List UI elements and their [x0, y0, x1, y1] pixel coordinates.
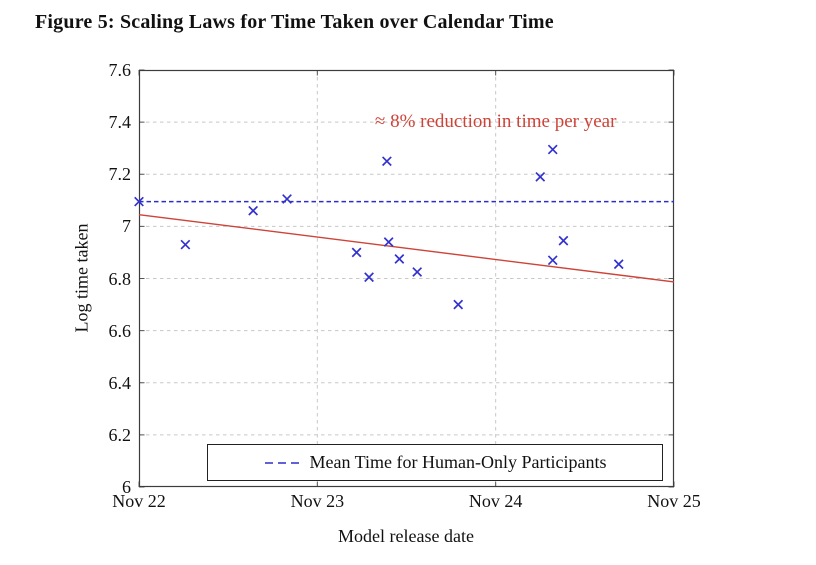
data-point-marker — [547, 255, 558, 266]
figure-title: Figure 5: Scaling Laws for Time Taken ov… — [35, 11, 554, 33]
data-point-marker — [547, 144, 558, 155]
x-tick-label: Nov 25 — [647, 491, 701, 511]
data-point-marker — [282, 194, 292, 204]
data-point-marker — [535, 171, 546, 182]
y-tick-label: 6.4 — [108, 372, 132, 393]
data-point-marker — [453, 299, 464, 310]
x-axis-title: Model release date — [338, 526, 474, 546]
data-point-marker — [613, 259, 624, 270]
data-point-marker — [412, 267, 423, 277]
data-point-marker — [558, 235, 569, 246]
legend-label: Mean Time for Human-Only Participants — [309, 452, 607, 472]
plot-area: Mean Time for Human-Only Participants — [134, 69, 675, 488]
axis-frame — [138, 69, 675, 488]
legend-dashed-line-sample — [264, 461, 299, 464]
x-tick-label: Nov 24 — [468, 491, 523, 511]
chart-canvas — [134, 69, 675, 488]
data-point-marker — [134, 196, 144, 207]
y-tick-label: 7.2 — [108, 164, 132, 185]
y-tick-label: 7.4 — [108, 112, 132, 133]
data-point-marker — [383, 237, 394, 247]
y-tick-label: 7 — [122, 216, 131, 237]
x-tick-label: Nov 23 — [290, 491, 345, 511]
y-tick-label: 6.6 — [108, 320, 132, 341]
y-tick-label: 7.6 — [108, 60, 132, 80]
trend-line — [138, 213, 675, 283]
data-point-marker — [351, 247, 362, 258]
annotation: ≈ 8% reduction in time per year — [374, 111, 617, 133]
data-point-marker — [364, 272, 374, 283]
data-point-marker — [248, 205, 259, 216]
data-point-marker — [381, 156, 392, 167]
y-tick-label: 6.2 — [108, 424, 132, 445]
data-point-marker — [180, 239, 191, 250]
legend-box: Mean Time for Human-Only Participants — [207, 444, 663, 481]
x-tick-label: Nov 22 — [112, 491, 166, 511]
data-point-marker — [394, 254, 405, 264]
y-tick-label: 6 — [122, 477, 131, 497]
y-tick-label: 6.8 — [108, 268, 132, 289]
